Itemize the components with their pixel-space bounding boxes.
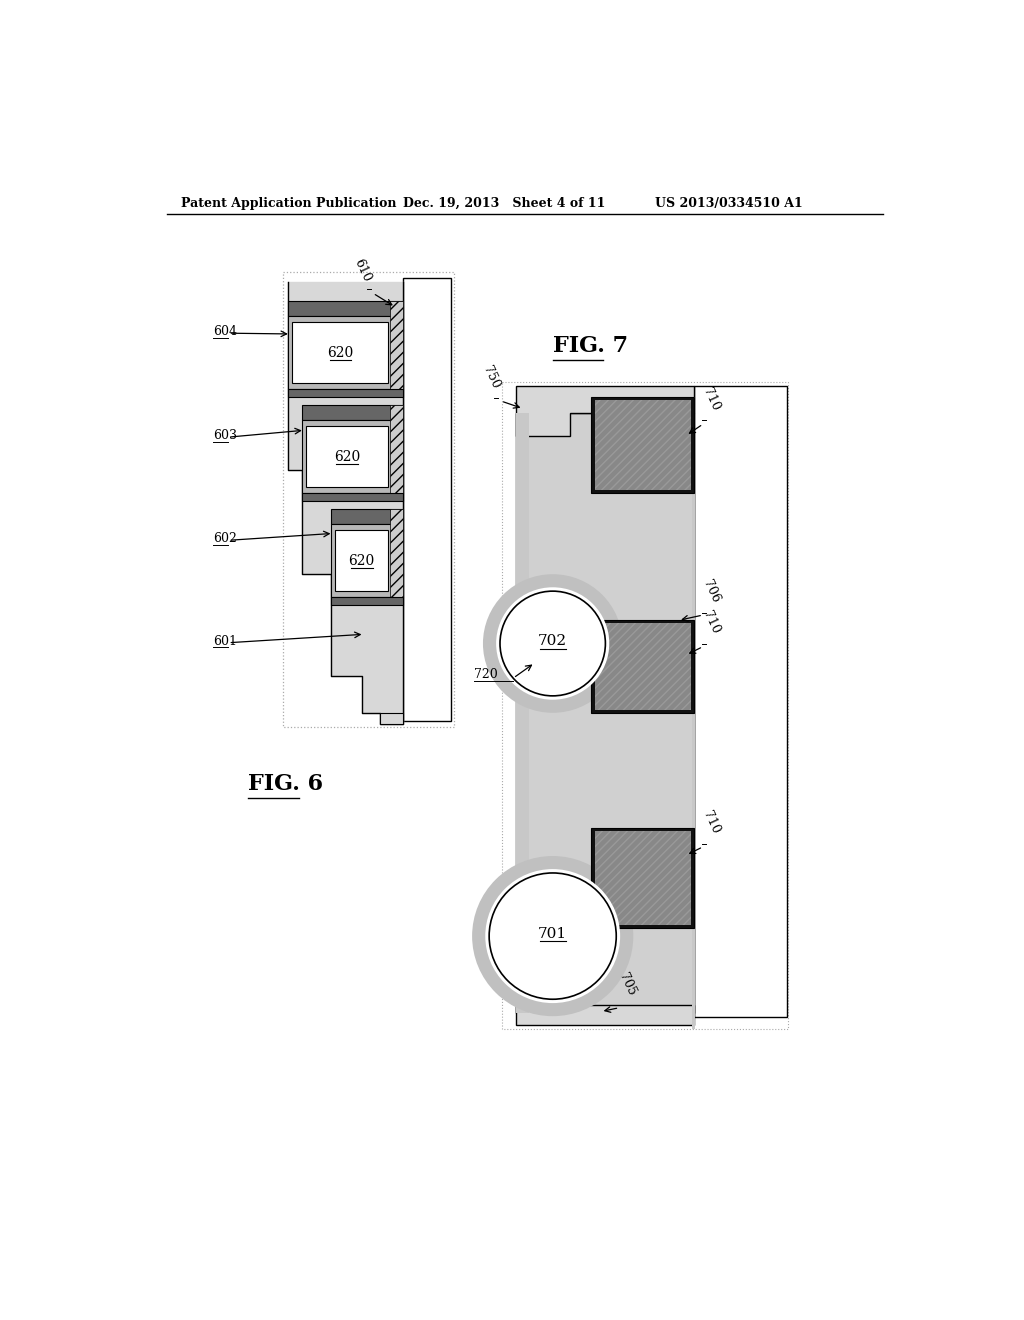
Bar — [595, 832, 690, 925]
Circle shape — [489, 873, 616, 999]
Bar — [289, 301, 403, 317]
Bar — [331, 508, 403, 524]
Bar — [693, 385, 786, 1016]
Text: 720: 720 — [474, 668, 498, 681]
Bar — [289, 317, 403, 389]
Text: 601: 601 — [213, 635, 238, 648]
Bar — [390, 405, 403, 494]
Text: 710: 710 — [700, 385, 722, 412]
Bar — [302, 420, 403, 494]
Text: 706: 706 — [700, 578, 722, 605]
Bar — [595, 623, 690, 710]
Circle shape — [500, 591, 605, 696]
Bar — [592, 620, 693, 713]
Bar — [380, 713, 403, 725]
Bar — [335, 531, 388, 591]
Polygon shape — [515, 385, 693, 436]
Bar — [595, 400, 690, 490]
Text: FIG. 6: FIG. 6 — [248, 772, 324, 795]
Bar — [502, 381, 788, 1028]
Bar — [292, 322, 388, 383]
Bar — [302, 405, 403, 420]
Circle shape — [483, 574, 623, 713]
Bar — [515, 1006, 693, 1024]
Bar — [289, 389, 403, 397]
Text: Patent Application Publication: Patent Application Publication — [180, 197, 396, 210]
Text: FIG. 7: FIG. 7 — [553, 335, 628, 358]
Text: 620: 620 — [328, 346, 353, 360]
Text: 604: 604 — [213, 325, 238, 338]
Bar — [592, 829, 693, 928]
Text: 620: 620 — [348, 553, 375, 568]
Text: 603: 603 — [213, 429, 238, 442]
Text: 620: 620 — [334, 450, 360, 463]
Text: 710: 710 — [700, 609, 722, 636]
Bar — [302, 494, 403, 502]
Circle shape — [485, 869, 621, 1003]
Bar — [331, 597, 403, 605]
Bar — [390, 301, 403, 389]
Text: 702: 702 — [539, 634, 567, 648]
Text: 710: 710 — [700, 809, 722, 836]
Polygon shape — [289, 281, 403, 725]
Bar — [592, 397, 693, 494]
Bar — [390, 508, 403, 597]
Text: 701: 701 — [539, 927, 567, 941]
Text: US 2013/0334510 A1: US 2013/0334510 A1 — [655, 197, 803, 210]
Bar — [306, 426, 388, 487]
Text: 750: 750 — [480, 364, 502, 391]
Text: Dec. 19, 2013   Sheet 4 of 11: Dec. 19, 2013 Sheet 4 of 11 — [403, 197, 605, 210]
Bar — [403, 277, 452, 721]
Bar — [692, 397, 695, 1028]
Bar — [283, 272, 454, 726]
Text: 610: 610 — [352, 256, 374, 284]
Bar — [331, 524, 403, 597]
Bar — [515, 412, 529, 1014]
Text: 705: 705 — [616, 970, 638, 998]
Text: 602: 602 — [213, 532, 238, 545]
Circle shape — [472, 857, 633, 1016]
Bar — [515, 412, 693, 1014]
Circle shape — [496, 587, 609, 700]
